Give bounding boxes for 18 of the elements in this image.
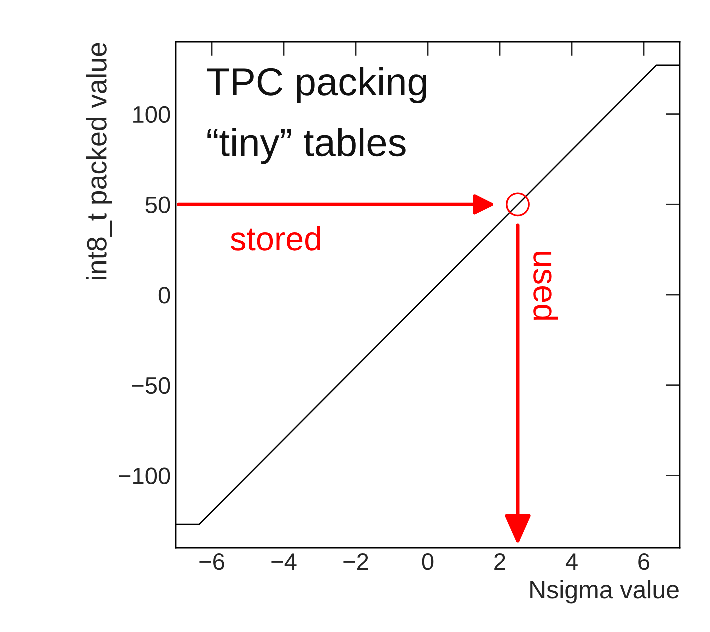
y-tick-label: 50: [146, 196, 170, 214]
x-tick-label: 0: [422, 553, 434, 570]
y-tick-label: −100: [119, 468, 170, 484]
x-tick-label: −4: [272, 554, 297, 570]
annotation: used: [534, 252, 558, 320]
y-axis-title: int8_t packed value: [86, 43, 112, 280]
x-tick-label: 6: [638, 553, 650, 570]
y-tick-label: 100: [134, 106, 170, 124]
x-tick-label: 2: [494, 553, 506, 570]
x-tick-label: −2: [344, 553, 368, 570]
text: “tiny” tables: [208, 128, 406, 164]
x-tick-label: −6: [200, 553, 224, 570]
x-tick-label: 4: [566, 554, 578, 570]
x-axis-title: Nsigma value: [530, 580, 679, 604]
text: TPC packing: [207, 67, 426, 104]
y-tick-label: 0: [158, 287, 170, 304]
y-tick-label: −50: [132, 377, 170, 394]
annotation: stored: [230, 226, 320, 251]
